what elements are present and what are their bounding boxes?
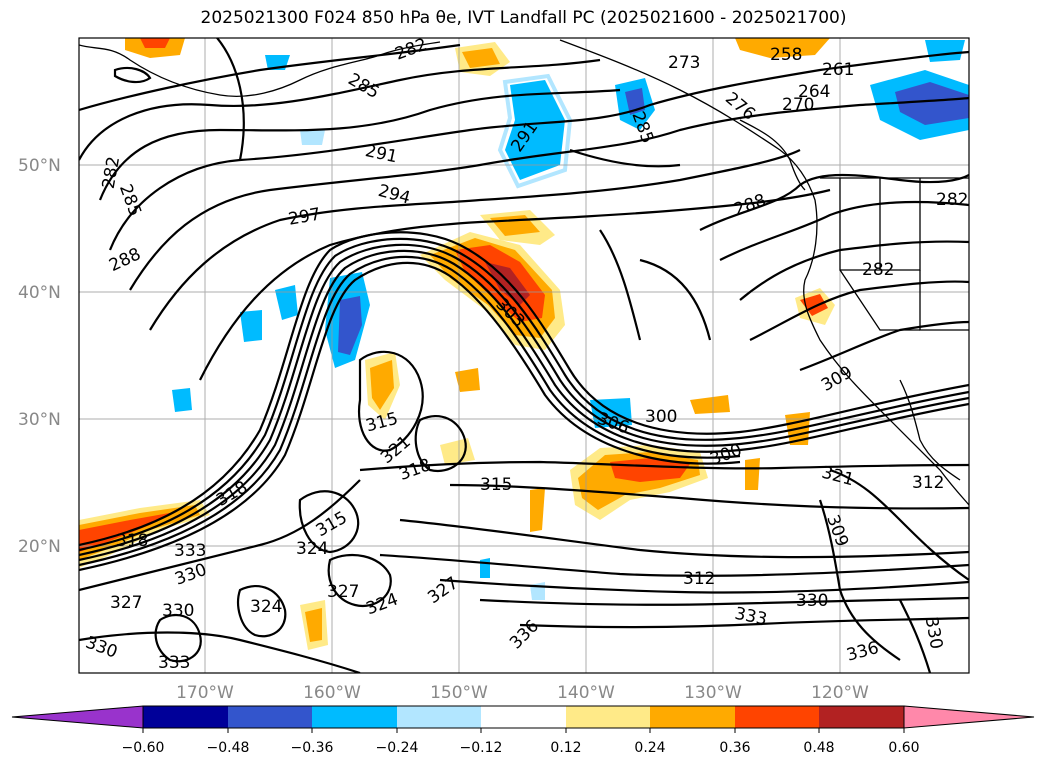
colorbar-tick-label: −0.48 <box>207 740 250 756</box>
contour-label: 273 <box>668 53 700 73</box>
ivt-shade-mid-d <box>690 395 730 414</box>
contour-label: 312 <box>683 569 715 589</box>
map-plot-area: 258 261 264 270 276 273 282 285 285 282 … <box>79 38 969 673</box>
lon-label-120w: 120°W <box>811 683 869 703</box>
ivt-shade-neg-d <box>172 388 192 412</box>
contour-label: 258 <box>770 45 802 65</box>
contour-label: 324 <box>296 539 328 559</box>
contour-label: 327 <box>327 582 359 602</box>
ivt-shade-mid-f <box>530 488 545 532</box>
contour-label: 264 <box>798 82 830 102</box>
colorbar-segment <box>481 706 566 728</box>
ivt-shade-neg-ne3 <box>925 40 965 62</box>
ivt-shade-plume-core <box>610 458 690 482</box>
colorbar-tick-label: 0.60 <box>888 740 919 756</box>
ivt-shade-neg-ne2 <box>895 82 969 125</box>
colorbar: −0.60 −0.48 −0.36 −0.24 −0.12 0.12 0.24 … <box>11 705 1035 756</box>
ivt-shade-mid-g <box>745 458 760 490</box>
colorbar-tick-label: −0.60 <box>122 740 165 756</box>
colorbar-segment <box>228 706 312 728</box>
theta-e-contours <box>79 38 969 673</box>
ivt-shading <box>79 38 969 650</box>
colorbar-tick-label: 0.36 <box>719 740 750 756</box>
lat-label-20n: 20°N <box>18 537 61 557</box>
colorbar-outline <box>142 705 905 729</box>
map-frame <box>78 37 970 674</box>
ivt-shade-neg-g <box>480 558 490 578</box>
contour-label: 300 <box>645 407 677 427</box>
contour-label: 282 <box>862 260 894 280</box>
colorbar-extend-low <box>11 705 144 729</box>
colorbar-ticks <box>142 728 905 733</box>
ivt-shade-neg-north-edge <box>497 73 573 189</box>
map-title: 2025021300 F024 850 hPa θe, IVT Landfall… <box>200 8 847 28</box>
ivt-shade-mid-a2 <box>370 360 394 410</box>
ivt-shade-neg-b <box>240 310 262 342</box>
colorbar-tick-label: −0.12 <box>460 740 503 756</box>
longitude-labels: 170°W 160°W 150°W 140°W 130°W 120°W <box>176 683 869 703</box>
colorbar-tick-label: 0.12 <box>550 740 581 756</box>
colorbar-segment <box>312 706 397 728</box>
colorbar-segment <box>566 706 650 728</box>
latitude-labels: 50°N 40°N 30°N 20°N <box>18 156 61 557</box>
colorbar-tick-label: −0.24 <box>376 740 419 756</box>
contour-label: 315 <box>480 475 512 495</box>
ivt-shade-south-a2 <box>305 608 322 642</box>
ivt-shade-top-a2 <box>140 38 170 48</box>
contour-label: 270 <box>782 95 814 115</box>
lat-lon-grid <box>79 38 969 673</box>
colorbar-tick-label: 0.48 <box>803 740 834 756</box>
colorbar-segment <box>650 706 735 728</box>
contour-label: 324 <box>250 597 282 617</box>
ivt-shade-neg-a <box>275 285 298 320</box>
contour-label: 333 <box>174 541 206 561</box>
contour-label: 312 <box>912 473 944 493</box>
lon-label-150w: 150°W <box>430 683 488 703</box>
lat-label-50n: 50°N <box>18 156 61 176</box>
contour-label: 327 <box>110 593 142 613</box>
coastlines <box>79 39 969 506</box>
colorbar-segment <box>735 706 819 728</box>
ivt-shade-neg-h <box>530 582 545 600</box>
colorbar-segment <box>819 706 904 728</box>
contour-label: 261 <box>822 60 854 80</box>
colorbar-segment <box>143 706 228 728</box>
contour-label: 318 <box>116 531 148 551</box>
ivt-shade-ca-core <box>800 294 828 316</box>
contour-label: 333 <box>158 653 190 673</box>
lon-label-140w: 140°W <box>557 683 615 703</box>
colorbar-tick-label: 0.24 <box>634 740 665 756</box>
ivt-shade-neg-mid2 <box>338 296 362 355</box>
colorbar-segment <box>397 706 481 728</box>
lon-label-160w: 160°W <box>303 683 361 703</box>
contour-label: 330 <box>796 591 828 611</box>
lon-label-130w: 130°W <box>684 683 742 703</box>
ivt-shade-top-b2 <box>462 48 500 68</box>
colorbar-tick-label: −0.36 <box>291 740 334 756</box>
colorbar-extend-high <box>903 705 1035 729</box>
contour-label: 282 <box>936 190 968 210</box>
colorbar-tick-labels: −0.60 −0.48 −0.36 −0.24 −0.12 0.12 0.24 … <box>122 740 920 756</box>
ivt-shade-neg-f <box>300 130 325 145</box>
ivt-shade-top-c <box>735 38 830 58</box>
lat-label-30n: 30°N <box>18 410 61 430</box>
lon-label-170w: 170°W <box>176 683 234 703</box>
lat-label-40n: 40°N <box>18 283 61 303</box>
contour-label: 330 <box>162 601 194 621</box>
ivt-shade-mid-b <box>455 368 480 392</box>
